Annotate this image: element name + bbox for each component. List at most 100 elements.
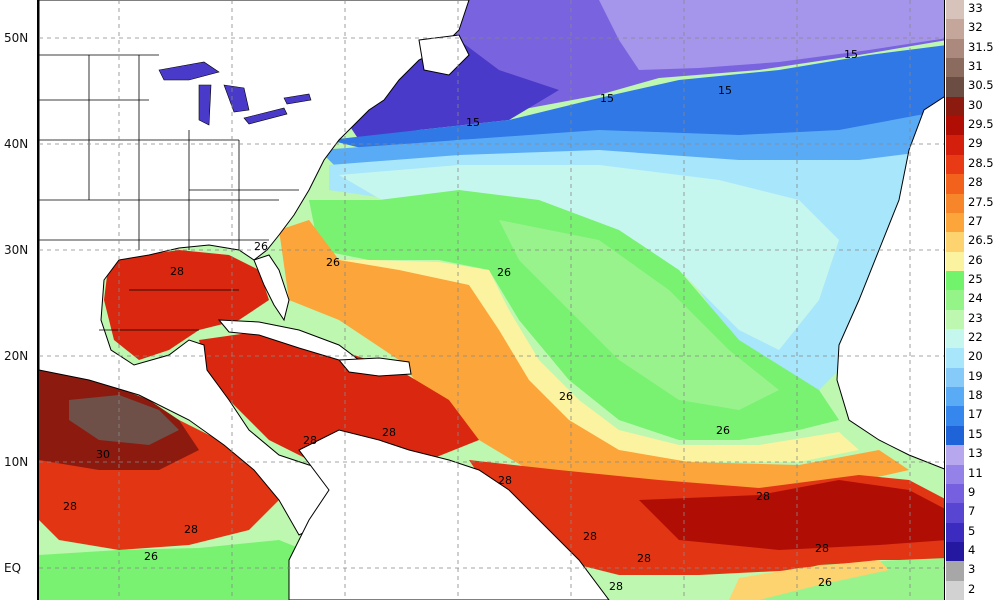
legend-label: 25 bbox=[968, 271, 983, 286]
legend-swatch bbox=[946, 387, 964, 407]
sst-zone-brown bbox=[69, 395, 179, 445]
legend-label: 22 bbox=[968, 330, 983, 345]
legend-label: 28.5 bbox=[968, 155, 994, 170]
sst-zone-lavender bbox=[599, 0, 944, 70]
sst-zone-cyan bbox=[339, 165, 839, 350]
legend-label: 27 bbox=[968, 213, 983, 228]
legend-swatch bbox=[946, 251, 964, 272]
legend-swatch bbox=[946, 0, 964, 20]
state-borders bbox=[39, 54, 299, 331]
contour-label-30: 30 bbox=[96, 448, 110, 461]
legend-label: 11 bbox=[968, 465, 983, 480]
legend-label: 20 bbox=[968, 349, 983, 364]
legend-label: 24 bbox=[968, 291, 983, 306]
legend-label: 23 bbox=[968, 310, 983, 325]
legend-label: 19 bbox=[968, 368, 983, 383]
legend-label: 28 bbox=[968, 175, 983, 190]
legend-swatch bbox=[946, 483, 964, 504]
sst-zone-equator-green bbox=[39, 540, 339, 600]
contour-label-28: 28 bbox=[815, 542, 829, 555]
legend-swatch bbox=[946, 329, 964, 349]
legend-swatch bbox=[946, 232, 964, 253]
lat-label-eq: EQ bbox=[4, 561, 22, 575]
contour-label-26: 26 bbox=[818, 576, 832, 589]
contour-label-26: 26 bbox=[716, 424, 730, 437]
sst-zone-equator-yellow bbox=[729, 560, 889, 600]
contour-label-15: 15 bbox=[600, 92, 614, 105]
sst-zone-caribbean-red bbox=[199, 330, 479, 470]
legend-label: 29 bbox=[968, 136, 983, 151]
lat-label-40n: 40N bbox=[4, 137, 29, 151]
contour-label-28: 28 bbox=[756, 490, 770, 503]
contour-label-28: 28 bbox=[170, 265, 184, 278]
contour-label-15: 15 bbox=[718, 84, 732, 97]
graticule bbox=[39, 0, 944, 600]
land-south-america bbox=[288, 429, 610, 600]
contour-labels: 15 15 15 15 26 26 26 26 26 26 26 28 28 28 28 28 28 28 28 28… bbox=[63, 48, 858, 593]
legend-label: 15 bbox=[968, 426, 983, 441]
legend-label: 2 bbox=[968, 581, 976, 596]
legend-swatch bbox=[946, 77, 964, 98]
legend-swatch bbox=[946, 348, 964, 369]
legend-swatch bbox=[946, 38, 964, 59]
lat-label-50n: 50N bbox=[4, 31, 29, 45]
legend-swatch bbox=[946, 174, 964, 195]
legend-swatch bbox=[946, 425, 964, 446]
land-newfoundland bbox=[418, 34, 470, 76]
legend-swatch bbox=[946, 19, 964, 40]
legend-label: 27.5 bbox=[968, 194, 994, 209]
lake-erie bbox=[243, 107, 288, 125]
contour-label-28: 28 bbox=[583, 530, 597, 543]
sst-zone-gulf-red bbox=[104, 250, 269, 360]
contour-label-28: 28 bbox=[498, 474, 512, 487]
lat-label-10n: 10N bbox=[4, 455, 29, 469]
contour-label-26: 26 bbox=[144, 550, 158, 563]
sst-map[interactable]: 15 15 15 15 26 26 26 26 26 26 26 28 28 28 28 28 28 28 28 28… bbox=[37, 0, 945, 600]
legend-label: 29.5 bbox=[968, 117, 994, 132]
sst-zone-atlantic-dark-red bbox=[639, 480, 944, 550]
legend-swatch bbox=[946, 541, 964, 562]
legend-swatch bbox=[946, 580, 964, 600]
legend-label: 26 bbox=[968, 252, 983, 267]
border-lines bbox=[39, 54, 299, 331]
legend-label: 9 bbox=[968, 484, 976, 499]
contour-label-28: 28 bbox=[184, 523, 198, 536]
legend-label: 32 bbox=[968, 20, 983, 35]
land-hispaniola bbox=[337, 357, 412, 377]
legend-label: 3 bbox=[968, 562, 976, 577]
contour-label-15: 15 bbox=[844, 48, 858, 61]
legend-swatch bbox=[946, 445, 964, 465]
legend-swatch bbox=[946, 367, 964, 388]
contour-label-26: 26 bbox=[497, 266, 511, 279]
sst-zone-blue bbox=[329, 45, 944, 150]
sst-zone-orange bbox=[279, 220, 909, 490]
lake-ontario bbox=[283, 93, 312, 105]
land-africa bbox=[836, 96, 944, 470]
legend-swatch bbox=[946, 193, 964, 214]
legend-label: 5 bbox=[968, 523, 976, 538]
contour-label-28: 28 bbox=[609, 580, 623, 593]
lake-huron bbox=[223, 84, 250, 113]
legend-label: 4 bbox=[968, 542, 976, 557]
land-masses bbox=[39, 0, 944, 600]
contour-label-28: 28 bbox=[382, 426, 396, 439]
legend-swatch bbox=[946, 406, 964, 427]
legend-swatch bbox=[946, 464, 964, 485]
legend-swatch bbox=[946, 212, 964, 233]
contour-label-28: 28 bbox=[637, 552, 651, 565]
legend-swatch bbox=[946, 96, 964, 117]
lat-label-20n: 20N bbox=[4, 349, 29, 363]
contour-label-28: 28 bbox=[63, 500, 77, 513]
legend-label: 31 bbox=[968, 59, 983, 74]
legend-swatch bbox=[946, 270, 964, 291]
legend-swatch bbox=[946, 58, 964, 78]
legend-swatch bbox=[946, 290, 964, 311]
lake-superior bbox=[158, 61, 220, 81]
legend-label: 31.5 bbox=[968, 39, 994, 54]
contour-label-28: 28 bbox=[303, 434, 317, 447]
legend-label: 13 bbox=[968, 446, 983, 461]
land-north-america bbox=[39, 0, 470, 536]
contour-label-15: 15 bbox=[466, 116, 480, 129]
legend-label: 30 bbox=[968, 97, 983, 112]
legend-swatch bbox=[946, 561, 964, 582]
